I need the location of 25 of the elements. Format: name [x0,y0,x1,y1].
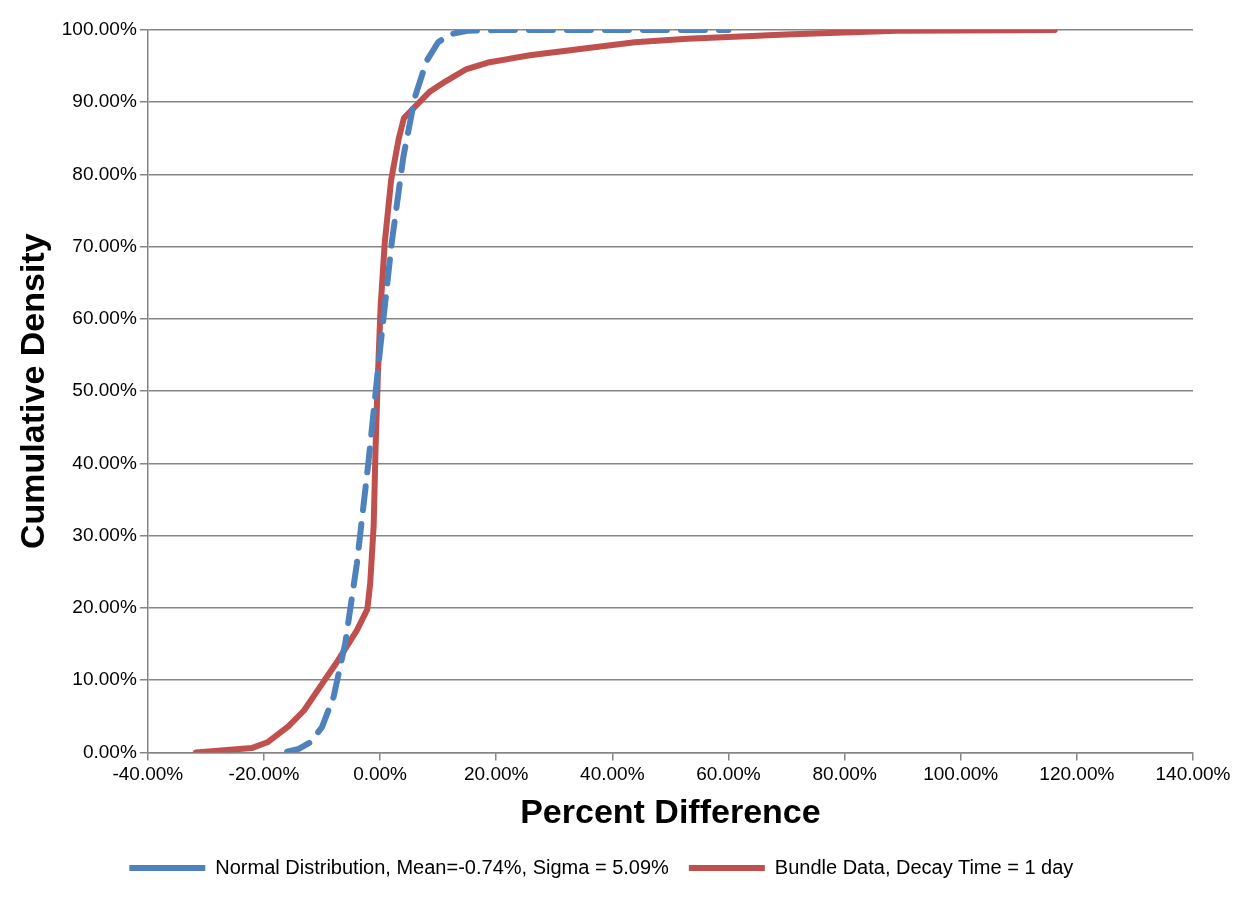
legend-label: Bundle Data, Decay Time = 1 day [774,855,1074,878]
y-tick-label: 40.00% [72,451,137,473]
x-tick-label: 120.00% [1039,763,1115,785]
x-tick-label: 80.00% [812,763,877,785]
y-tick-label: 10.00% [72,668,137,690]
x-tick-label: 40.00% [580,763,645,785]
x-tick-label: 100.00% [923,763,999,785]
x-tick-label: 20.00% [463,763,529,785]
y-tick-label: 20.00% [72,596,137,618]
y-tick-label: 0.00% [82,740,137,762]
x-tick-label: -40.00% [112,763,184,785]
y-tick-label: 100.00% [61,18,137,40]
x-tick-label: 0.00% [353,763,408,785]
y-axis-title: Cumulative Density [12,233,51,549]
y-tick-label: 90.00% [72,90,137,112]
x-tick-label: 140.00% [1155,763,1231,785]
y-tick-label: 50.00% [72,379,137,401]
y-tick-label: 70.00% [72,234,137,256]
y-tick-label: 60.00% [72,307,137,329]
x-axis-title: Percent Difference [520,791,821,830]
x-tick-label: 60.00% [696,763,761,785]
x-tick-label: -20.00% [228,763,300,785]
y-tick-label: 80.00% [72,162,137,184]
legend-label: Normal Distribution, Mean=-0.74%, Sigma = 5.09% [215,855,670,878]
y-tick-label: 30.00% [72,523,137,545]
